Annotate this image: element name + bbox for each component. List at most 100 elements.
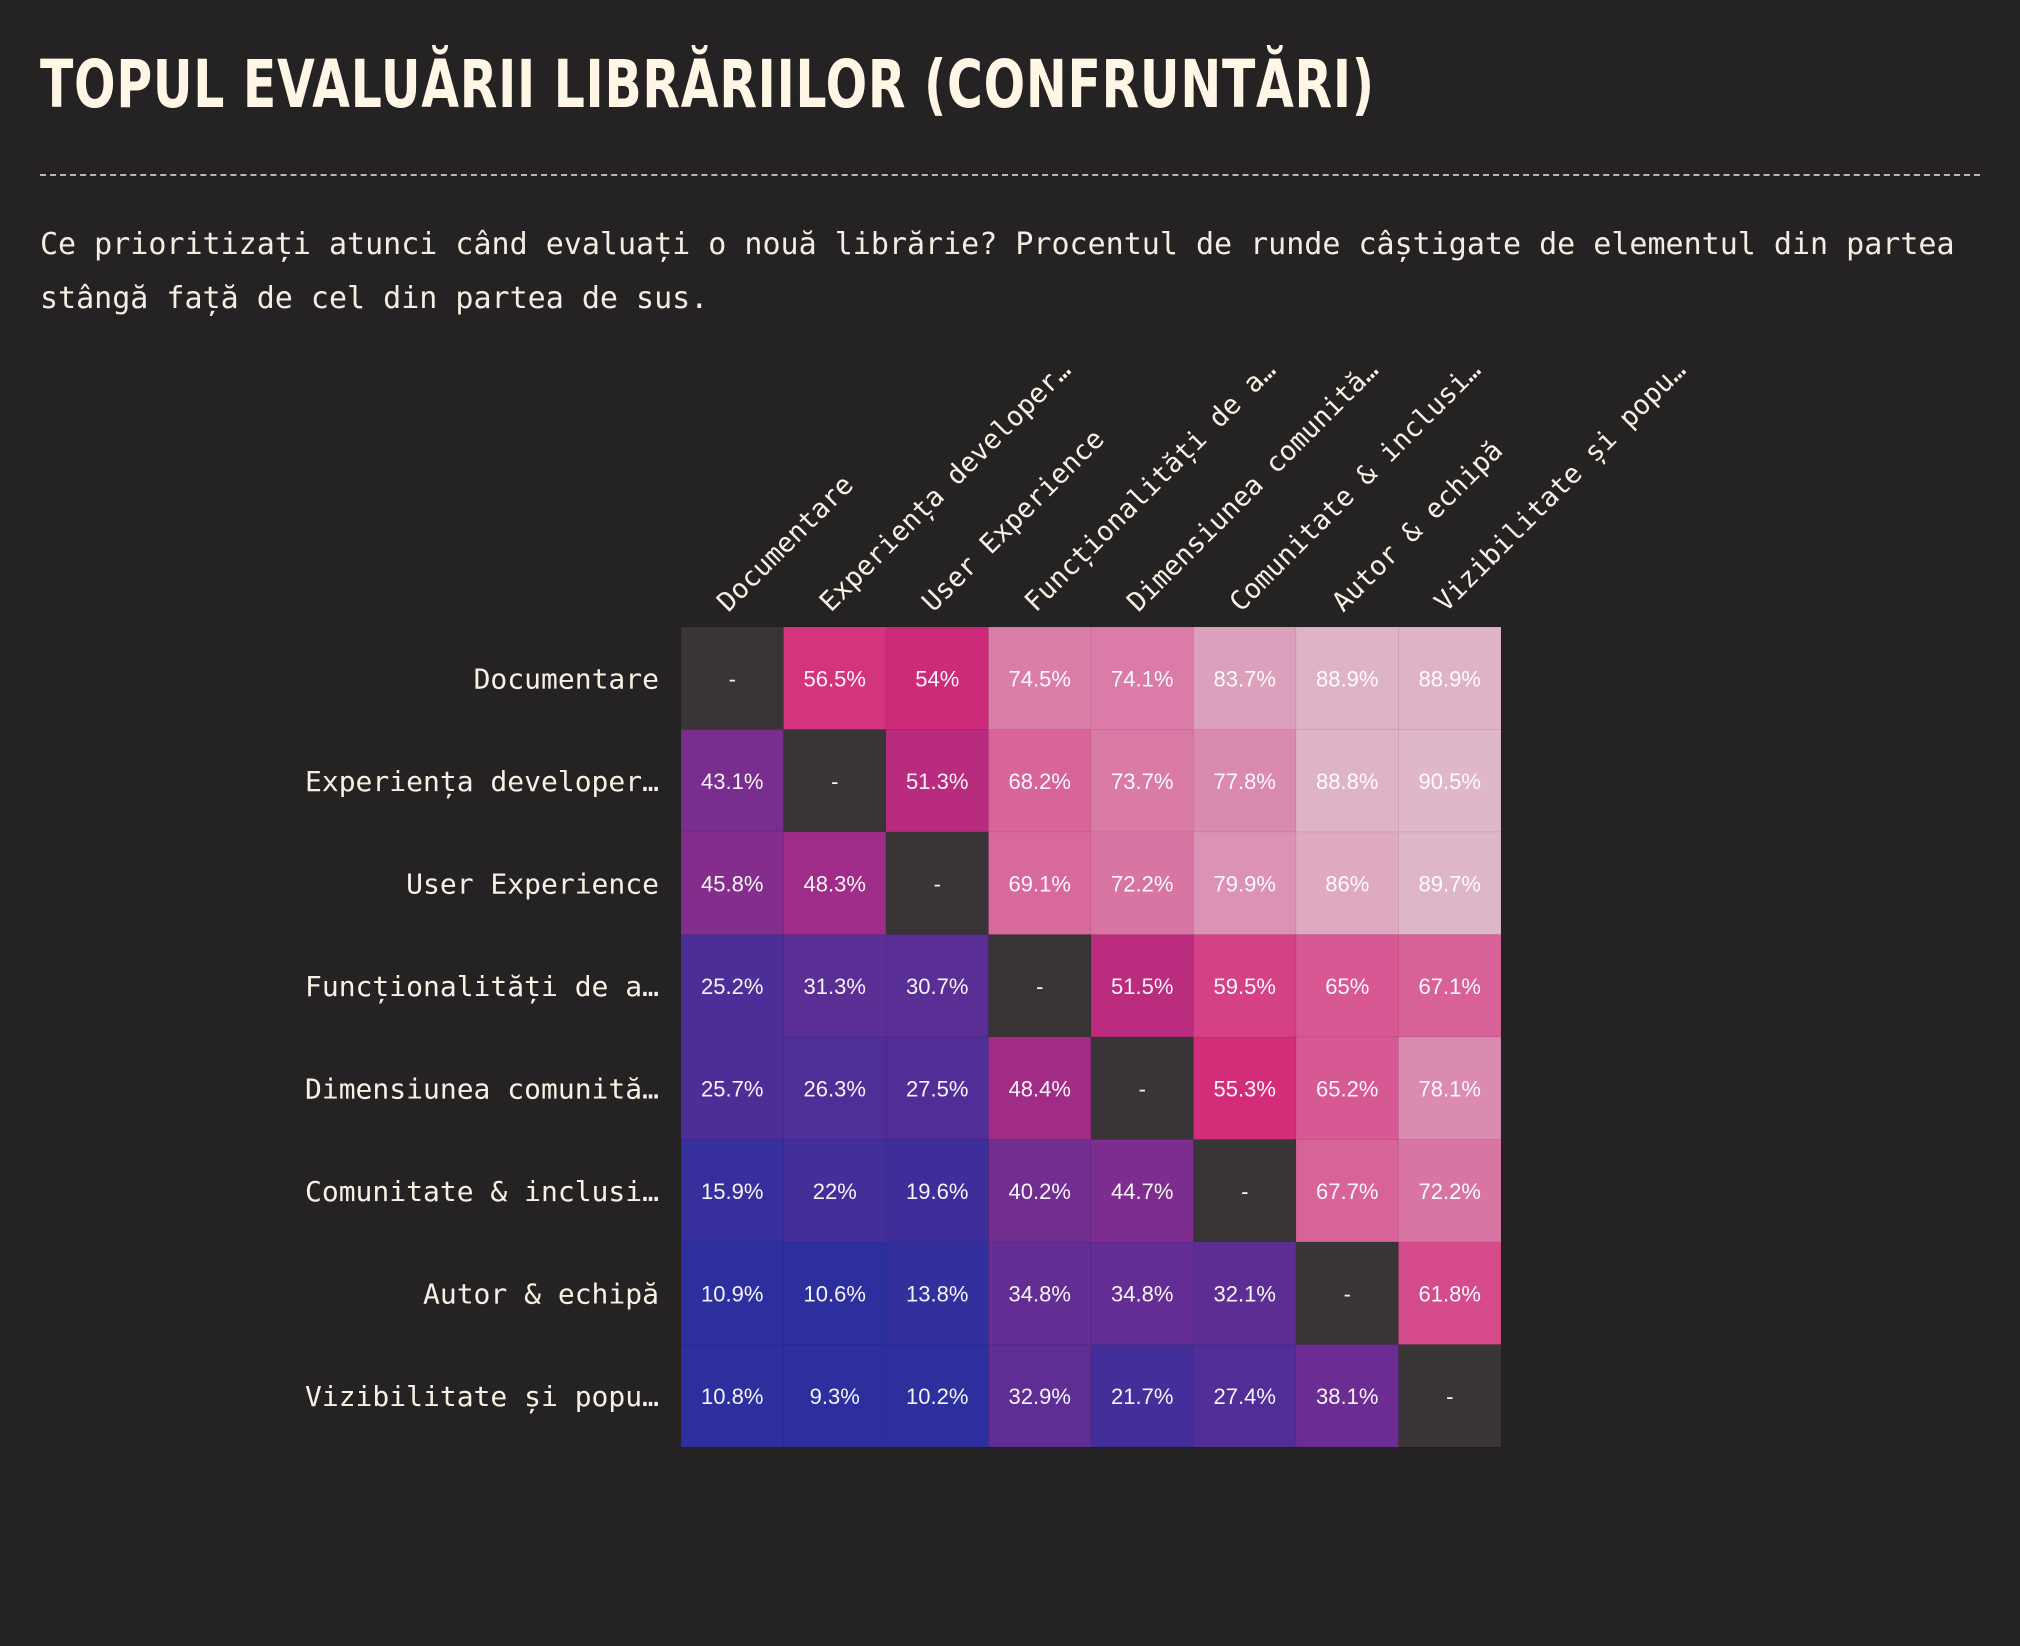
cell-value-label: 10.8% xyxy=(701,1384,763,1409)
heatmap-cell xyxy=(988,1036,1092,1140)
row-labels: Documentare Experiența developer… User Exp… xyxy=(305,662,659,1413)
cell-value-label: 44.7% xyxy=(1111,1179,1173,1204)
heatmap-cell xyxy=(1295,1139,1399,1243)
cell-value-label: 65% xyxy=(1325,974,1369,999)
heatmap-cell xyxy=(988,1344,1092,1448)
heatmap-cell xyxy=(783,1036,887,1140)
heatmap-cell xyxy=(988,729,1092,833)
cell-value-label: 21.7% xyxy=(1111,1384,1173,1409)
cell-value-label: 67.1% xyxy=(1419,974,1481,999)
heatmap-cell xyxy=(1193,1036,1297,1140)
cell-value-label: 77.8% xyxy=(1214,769,1276,794)
cell-value-label: - xyxy=(729,666,736,691)
heatmap-cell-diagonal xyxy=(783,729,887,833)
cell-value-label: 74.5% xyxy=(1009,666,1071,691)
cell-value-label: 73.7% xyxy=(1111,769,1173,794)
cell-value-label: 88.8% xyxy=(1316,769,1378,794)
heatmap-cell xyxy=(885,1241,989,1345)
cell-value-label: 9.3% xyxy=(810,1384,860,1409)
cell-value-label: 25.2% xyxy=(701,974,763,999)
heatmap-cell xyxy=(1295,626,1399,730)
cell-value-label: 54% xyxy=(915,666,959,691)
cell-value-label: 48.4% xyxy=(1009,1076,1071,1101)
cell-value-label: 38.1% xyxy=(1316,1384,1378,1409)
heatmap-cell xyxy=(783,934,887,1038)
heatmap-cell xyxy=(1398,1139,1502,1243)
cell-value-label: 27.5% xyxy=(906,1076,968,1101)
heatmap-cell xyxy=(1193,626,1297,730)
cell-value-label: 19.6% xyxy=(906,1179,968,1204)
heatmap-cell xyxy=(1398,729,1502,833)
cell-value-label: 43.1% xyxy=(701,769,763,794)
heatmap-cell xyxy=(680,831,784,935)
cell-value-label: 61.8% xyxy=(1419,1281,1481,1306)
cell-value-label: 30.7% xyxy=(906,974,968,999)
heatmap-cell xyxy=(783,831,887,935)
cell-value-label: 34.8% xyxy=(1111,1281,1173,1306)
row-label: User Experience xyxy=(406,867,659,900)
heatmap-cell xyxy=(680,1036,784,1140)
column-label: User Experience xyxy=(916,424,1110,618)
heatmap-cell xyxy=(885,1036,989,1140)
row-label: Vizibilitate și popu… xyxy=(305,1380,659,1413)
heatmap-cell xyxy=(1398,831,1502,935)
cell-value-label: 26.3% xyxy=(804,1076,866,1101)
heatmap-cell xyxy=(1295,729,1399,833)
heatmap-cell xyxy=(1398,626,1502,730)
cell-value-label: 51.5% xyxy=(1111,974,1173,999)
heatmap-cell xyxy=(1090,831,1194,935)
cell-value-label: 10.2% xyxy=(906,1384,968,1409)
cell-value-label: 69.1% xyxy=(1009,871,1071,896)
cell-value-label: - xyxy=(1344,1281,1351,1306)
cell-value-label: 40.2% xyxy=(1009,1179,1071,1204)
cell-value-label: 90.5% xyxy=(1419,769,1481,794)
heatmap-cell xyxy=(1193,1344,1297,1448)
heatmap-cell xyxy=(783,1139,887,1243)
heatmap-cell xyxy=(680,1241,784,1345)
cell-value-label: 13.8% xyxy=(906,1281,968,1306)
cell-value-label: - xyxy=(1241,1179,1248,1204)
cell-value-label: 32.9% xyxy=(1009,1384,1071,1409)
cell-value-label: 25.7% xyxy=(701,1076,763,1101)
cell-value-label: 67.7% xyxy=(1316,1179,1378,1204)
cell-value-label: 88.9% xyxy=(1316,666,1378,691)
cell-value-label: 51.3% xyxy=(906,769,968,794)
cell-value-label: 65.2% xyxy=(1316,1076,1378,1101)
heatmap-cell xyxy=(988,1241,1092,1345)
row-label: Autor & echipă xyxy=(423,1277,659,1310)
cell-value-label: 34.8% xyxy=(1009,1281,1071,1306)
cell-value-label: - xyxy=(1036,974,1043,999)
cell-value-label: 56.5% xyxy=(804,666,866,691)
cell-value-label: 22% xyxy=(813,1179,857,1204)
row-label: Funcționalități de a… xyxy=(305,970,659,1004)
heatmap-cell xyxy=(1090,626,1194,730)
cell-value-label: 68.2% xyxy=(1009,769,1071,794)
cell-value-label: 88.9% xyxy=(1419,666,1481,691)
heatmap-cell xyxy=(988,626,1092,730)
heatmap-cell xyxy=(885,729,989,833)
cell-value-label: 10.6% xyxy=(804,1281,866,1306)
heatmap-cell xyxy=(1193,729,1297,833)
heatmap-cell xyxy=(1090,1139,1194,1243)
heatmap-cell xyxy=(1193,1241,1297,1345)
heatmap-cells: - 56.5% 54% 74.5% 74.1% 83.7% 88.9% 88.9% 43.1% -… xyxy=(680,626,1502,1448)
cell-value-label: 74.1% xyxy=(1111,666,1173,691)
heatmap-cell xyxy=(783,1344,887,1448)
cell-value-label: 78.1% xyxy=(1419,1076,1481,1101)
cell-value-label: 15.9% xyxy=(701,1179,763,1204)
cell-value-label: 10.9% xyxy=(701,1281,763,1306)
cell-value-label: 55.3% xyxy=(1214,1076,1276,1101)
cell-value-label: - xyxy=(1139,1076,1146,1101)
heatmap-cell xyxy=(783,1241,887,1345)
cell-value-label: 83.7% xyxy=(1214,666,1276,691)
heatmap-cell xyxy=(680,934,784,1038)
heatmap-cell-diagonal xyxy=(1295,1241,1399,1345)
heatmap-cell-diagonal xyxy=(1398,1344,1502,1448)
cell-value-label: 72.2% xyxy=(1111,871,1173,896)
page-title: TOPUL EVALUĂRII LIBRĂRIILOR (CONFRUNTĂRI… xyxy=(40,46,1375,123)
heatmap-cell xyxy=(680,729,784,833)
row-label: Comunitate & inclusi… xyxy=(305,1175,659,1208)
cell-value-label: 48.3% xyxy=(804,871,866,896)
cell-value-label: 72.2% xyxy=(1419,1179,1481,1204)
